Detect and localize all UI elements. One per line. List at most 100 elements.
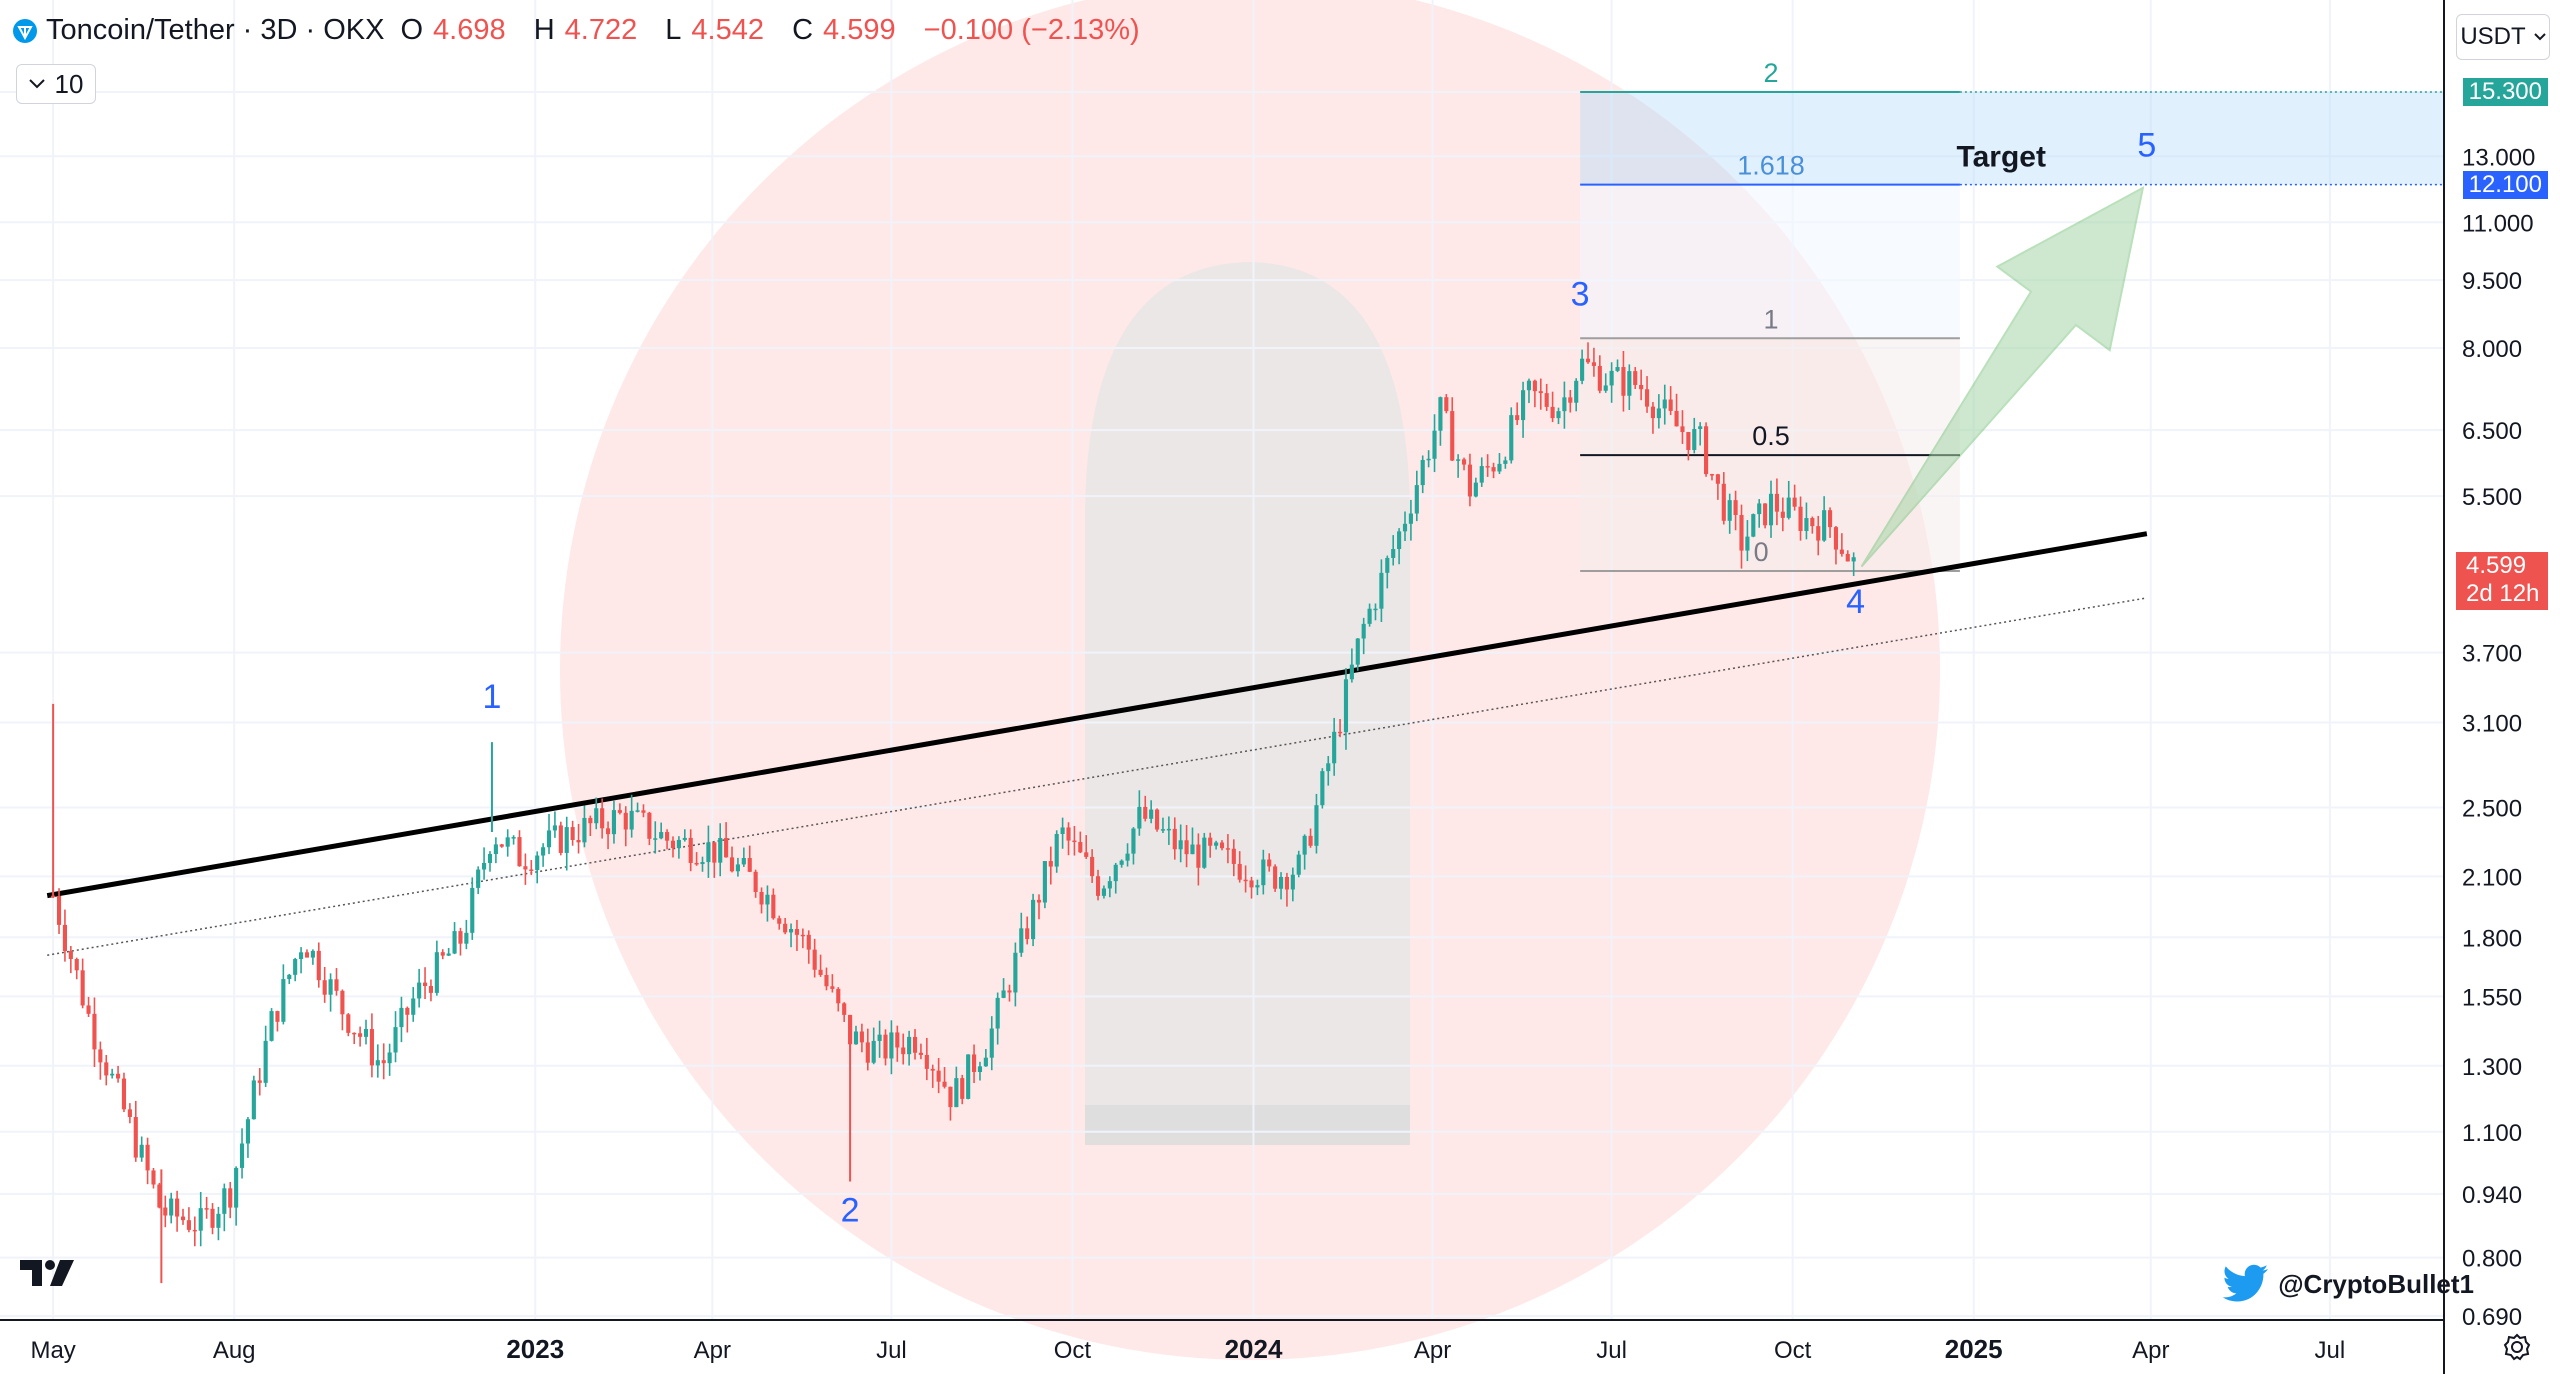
candle-body [92,1013,97,1050]
candle-body [859,1031,864,1043]
candle-body [1154,809,1160,830]
tradingview-logo-icon[interactable] [20,1258,82,1288]
candle-body [405,1007,410,1015]
candle-body [1585,358,1591,363]
candle-body [948,1086,953,1108]
price-tick-label: 13.000 [2462,144,2535,171]
candle-body [611,810,617,835]
wave-label-1: 1 [482,678,501,716]
candle-body [1166,828,1171,831]
candle-body [1320,771,1325,806]
candle-body [647,812,652,839]
change-value: −0.100 (−2.13%) [923,14,1140,46]
candle-body [1686,432,1691,450]
candle-body [960,1078,965,1099]
candle-body [186,1220,191,1230]
price-tick-label: 1.300 [2462,1054,2522,1081]
candle-body [966,1054,971,1099]
candle-body [1485,466,1490,468]
candle-body [1621,367,1626,396]
candle-body [1538,391,1543,394]
candle-body [1745,536,1750,551]
candle-body [1851,557,1856,562]
candle-body [1757,503,1762,515]
candle-body [1833,527,1839,550]
candle-body [257,1080,262,1083]
price-tick-label: 6.500 [2462,418,2522,445]
candle-body [1827,510,1833,528]
time-tick-label: Jul [876,1337,907,1364]
candle-body [712,842,717,863]
candle-body [535,855,540,871]
candle-body [1249,880,1254,888]
candle-body [1816,526,1821,541]
candle-body [1107,881,1112,889]
candle-body [1101,888,1106,896]
candle-body [1084,852,1089,857]
fib-level-label: 1 [1763,304,1778,334]
candle-body [121,1078,127,1110]
candle-body [1066,827,1071,841]
gear-icon[interactable] [2502,1332,2532,1362]
low-value: 4.542 [691,14,764,46]
candle-body [1526,380,1532,391]
candle-body [1202,837,1207,868]
candle-body [434,952,439,993]
candle-body [1509,415,1514,461]
candle-body [411,998,416,1015]
candle-body [1491,467,1496,472]
candle-body [464,932,469,944]
candle-body [163,1207,168,1216]
candle-body [110,1073,115,1076]
candle-body [1804,518,1809,531]
candle-body [1314,805,1319,846]
chart-header: Toncoin/Tether · 3D · OKX O 4.698 H 4.722 … [12,14,1150,47]
candle-body [304,952,310,958]
candle-body [576,839,581,843]
price-tick-label: 0.940 [2462,1182,2522,1209]
candle-body [989,1028,994,1058]
candle-body [635,810,640,812]
candle-body [1225,848,1230,850]
candle-body [482,862,487,870]
candle-body [56,895,62,925]
candle-body [1060,827,1065,834]
candle-body [275,1011,280,1022]
candle-body [1639,384,1644,390]
candle-body [1255,885,1260,888]
candle-body [68,951,73,959]
candle-body [1302,835,1307,855]
high-label: H [533,14,555,46]
candle-body [169,1198,174,1216]
candle-body [718,838,723,863]
candle-body [682,837,687,840]
candle-body [865,1042,870,1063]
symbol-title[interactable]: Toncoin/Tether · 3D · OKX [46,14,385,46]
candle-body [688,837,693,863]
candle-body [1025,928,1030,940]
candle-body [98,1049,103,1063]
candle-body [1072,840,1077,843]
target-label: Target [1957,140,2046,173]
candle-body [523,866,528,870]
candle-body [387,1052,392,1064]
indicators-toggle-button[interactable]: 10 [16,64,96,104]
candle-body [582,817,587,843]
candle-body [912,1036,918,1053]
candle-body [883,1034,888,1059]
candle-body [1149,809,1154,819]
candle-body [735,864,740,872]
currency-select[interactable]: USDT [2456,14,2550,60]
candle-body [1580,358,1585,381]
price-tick-label: 2.100 [2462,864,2522,891]
candle-body [995,997,1000,1029]
support-trendline[interactable] [46,531,2148,899]
time-tick-label: Jul [1596,1337,1627,1364]
candle-body [239,1143,245,1168]
candle-body [228,1188,233,1208]
close-label: C [792,14,814,46]
candle-body [263,1040,268,1083]
candle-body [788,929,794,933]
fib-target-zone [1580,91,2444,185]
